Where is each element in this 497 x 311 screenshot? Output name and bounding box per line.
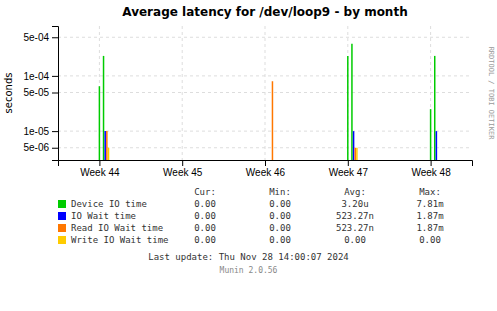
y-tick-mark [52,148,58,149]
x-tick-label: Week 46 [246,167,286,178]
table-value: 0.00 [269,223,291,233]
spike [272,81,274,160]
y-axis-line [52,27,59,161]
spike [436,131,438,160]
x-tick: Week 44 [80,160,120,178]
series [104,44,435,160]
y-tick-mark [52,93,58,94]
table-value: 1.87m [416,223,443,233]
x-tick: Week 47 [329,160,369,178]
x-tick-mark [99,160,100,166]
legend-label: IO Wait time [71,211,136,221]
grid-line [347,26,348,160]
side-note: RRDTOOL / TOBI OETIKER [487,47,495,141]
spike [103,56,105,160]
series [99,56,430,160]
legend-swatch [58,200,66,208]
grid-line [99,26,100,160]
x-tick: Week 46 [246,160,286,178]
legend-label: Write IO Wait time [71,235,169,245]
table-value: 0.00 [344,235,366,245]
legend: Cur: Min: Avg: Max: Device IO time 0.00 0.00 3.… [58,187,444,245]
spike [434,56,436,160]
x-tick-label: Week 44 [80,167,120,178]
table-value: 0.00 [269,199,291,209]
legend-label: Read IO Wait time [71,223,163,233]
table-value: 0.00 [194,199,216,209]
title: Average latency for /dev/loop9 - by mont… [122,5,407,19]
spike [351,44,353,160]
grid-line [182,26,183,160]
grid-line [58,37,472,38]
spike [99,86,101,160]
spike [356,148,358,160]
spike [355,148,357,160]
table-value: 523.27n [336,211,374,221]
table-value: 523.27n [336,223,374,233]
spike [104,131,106,160]
spike [106,131,108,160]
spike [347,56,349,160]
marks [99,44,436,160]
table-value: 0.00 [419,235,441,245]
x-tick: Week 48 [411,160,451,178]
x-tick: Week 45 [163,160,203,178]
y-tick: 5e-06 [23,142,58,153]
x-tick-mark [265,160,266,166]
table-value: 7.81m [416,199,443,209]
y-tick-mark [52,76,58,77]
table-header: Max: [419,187,441,197]
x-tick-mark [348,160,349,166]
x-tick-mark [182,160,183,166]
x-tick-label: Week 45 [163,167,203,178]
x-tick-label: Week 48 [411,167,451,178]
grid-line [430,26,431,160]
spike [108,148,110,160]
x-tick-label: Week 47 [329,167,369,178]
table-header: Cur: [194,187,216,197]
y-tick: 5e-05 [23,87,58,98]
y-tick-mark [52,37,58,38]
y-tick-label: 5e-05 [23,87,49,98]
y-axis-title: seconds [3,73,14,114]
y-tick-mark [52,131,58,132]
table-value: 0.00 [269,211,291,221]
table-header: Min: [269,187,291,197]
y-tick-label: 5e-04 [23,32,49,43]
legend-swatch [58,212,66,220]
legend-swatch [58,236,66,244]
y-tick-label: 1e-05 [23,126,49,137]
spike [430,109,432,160]
table-header: Avg: [344,187,366,197]
table-value: 1.87m [416,211,443,221]
y-tick: 1e-04 [23,71,58,82]
series [105,131,436,160]
chart: Week 44 Week 45 Week 46 Week 47 Week 48 5e-06… [0,0,497,311]
table-value: 3.20u [341,199,368,209]
table-value: 0.00 [194,223,216,233]
table-value: 0.00 [194,211,216,221]
grid [58,26,472,160]
y-tick-label: 1e-04 [23,71,49,82]
y-tick: 5e-04 [23,32,58,43]
y-tick: 1e-05 [23,126,58,137]
x-tick-mark [431,160,432,166]
y-axis: 5e-06 1e-05 5e-05 1e-04 5e-04 [23,27,58,161]
table-value: 0.00 [269,235,291,245]
y-tick-label: 5e-06 [23,142,49,153]
table-value: 0.00 [194,235,216,245]
legend-label: Device IO time [71,199,147,209]
series [109,148,357,160]
series [107,81,355,160]
plot-area: Week 44 Week 45 Week 46 Week 47 Week 48 5e-06… [23,26,472,178]
x-axis: Week 44 Week 45 Week 46 Week 47 Week 48 [59,160,473,178]
footer: Last update: Thu Nov 28 14:00:07 2024 [148,252,348,262]
legend-swatch [58,224,66,232]
x-axis-line [59,161,473,167]
spike [353,131,355,160]
footer-version: Munin 2.0.56 [220,266,278,275]
grid-line [265,26,266,160]
